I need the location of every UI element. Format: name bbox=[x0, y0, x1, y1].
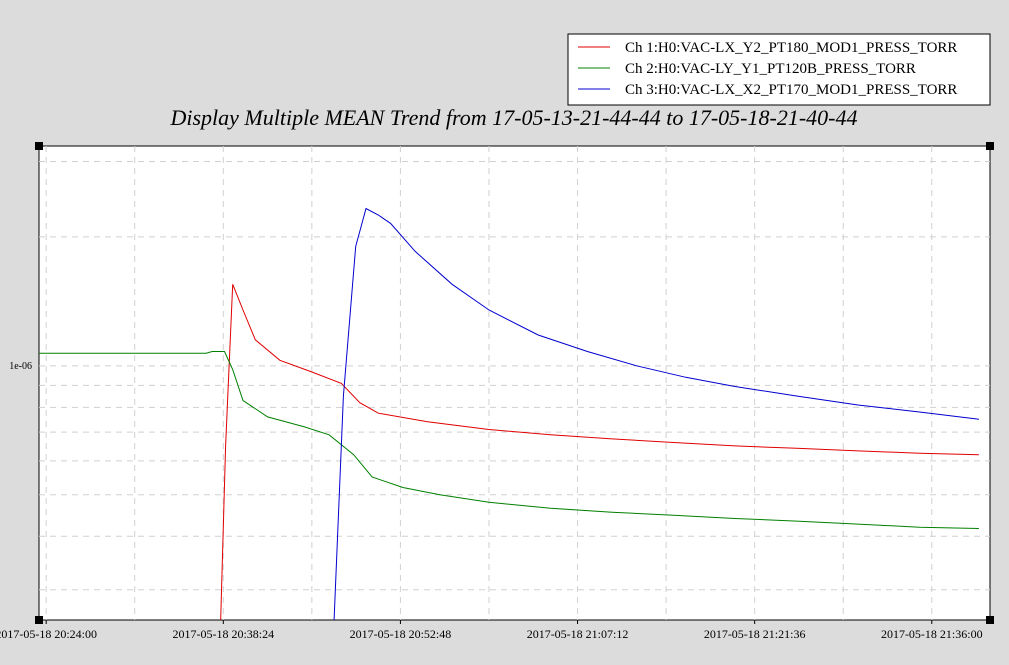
x-tick-label: 2017-05-18 20:38:24 bbox=[172, 627, 274, 641]
series-line-ch2 bbox=[39, 351, 979, 529]
x-tick-label: 2017-05-18 20:52:48 bbox=[350, 627, 452, 641]
y-axis-ticks: 1e-06 bbox=[9, 361, 32, 372]
x-tick-label: 2017-05-18 21:07:12 bbox=[527, 627, 629, 641]
legend: Ch 1:H0:VAC-LX_Y2_PT180_MOD1_PRESS_TORR C… bbox=[567, 33, 991, 106]
plot-corner-handles bbox=[35, 142, 994, 624]
legend-label-ch2: Ch 2:H0:VAC-LY_Y1_PT120B_PRESS_TORR bbox=[625, 61, 916, 77]
grid bbox=[39, 146, 990, 620]
corner-handle[interactable] bbox=[35, 616, 43, 624]
chart-title: Display Multiple MEAN Trend from 17-05-1… bbox=[169, 105, 857, 130]
corner-handle[interactable] bbox=[986, 616, 994, 624]
y-tick-label: 1e-06 bbox=[9, 361, 32, 372]
legend-box bbox=[567, 33, 991, 106]
plot-area[interactable] bbox=[38, 145, 991, 621]
series-lines bbox=[39, 207, 979, 620]
series-line-ch3 bbox=[333, 207, 979, 620]
legend-label-ch3: Ch 3:H0:VAC-LX_X2_PT170_MOD1_PRESS_TORR bbox=[625, 82, 957, 98]
x-axis-ticks: 2017-05-18 20:24:00 2017-05-18 20:38:24 20… bbox=[0, 620, 983, 641]
x-tick-label: 2017-05-18 20:24:00 bbox=[0, 627, 97, 641]
corner-handle[interactable] bbox=[986, 142, 994, 150]
series-line-ch1 bbox=[220, 284, 979, 620]
x-tick-label: 2017-05-18 21:36:00 bbox=[881, 627, 983, 641]
x-tick-label: 2017-05-18 21:21:36 bbox=[704, 627, 806, 641]
legend-label-ch1: Ch 1:H0:VAC-LX_Y2_PT180_MOD1_PRESS_TORR bbox=[625, 40, 957, 56]
corner-handle[interactable] bbox=[35, 142, 43, 150]
